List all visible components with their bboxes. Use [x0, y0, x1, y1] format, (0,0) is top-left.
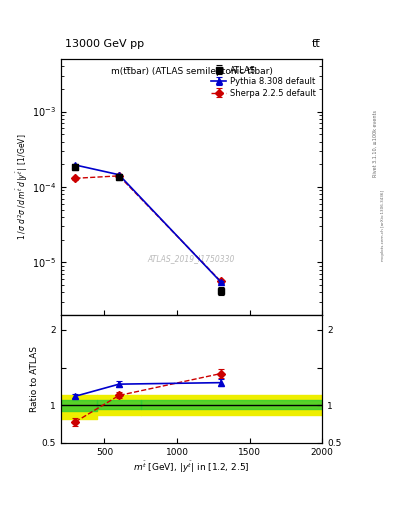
Text: mcplots.cern.ch [arXiv:1306.3436]: mcplots.cern.ch [arXiv:1306.3436]: [381, 190, 385, 261]
Text: m(tt̅bar) (ATLAS semileptonic tt̅bar): m(tt̅bar) (ATLAS semileptonic tt̅bar): [111, 67, 272, 76]
X-axis label: $m^{\bar{t}}$ [GeV], $|y^{\bar{t}}|$ in [1.2, 2.5]: $m^{\bar{t}}$ [GeV], $|y^{\bar{t}}|$ in …: [133, 459, 250, 475]
Legend: ATLAS, Pythia 8.308 default, Sherpa 2.2.5 default: ATLAS, Pythia 8.308 default, Sherpa 2.2.…: [209, 63, 318, 100]
Y-axis label: Ratio to ATLAS: Ratio to ATLAS: [30, 346, 39, 412]
Y-axis label: $1\,/\,\sigma\;d^2\sigma\,/\,d\,m^{\bar{t}}\,d\,|y^{\bar{t}}|\;\;[1/\mathrm{GeV}: $1\,/\,\sigma\;d^2\sigma\,/\,d\,m^{\bar{…: [15, 134, 31, 240]
Text: tt̅: tt̅: [312, 38, 320, 49]
Text: 13000 GeV pp: 13000 GeV pp: [65, 38, 144, 49]
Text: Rivet 3.1.10, ≥100k events: Rivet 3.1.10, ≥100k events: [373, 110, 378, 177]
Text: ATLAS_2019_I1750330: ATLAS_2019_I1750330: [148, 254, 235, 263]
